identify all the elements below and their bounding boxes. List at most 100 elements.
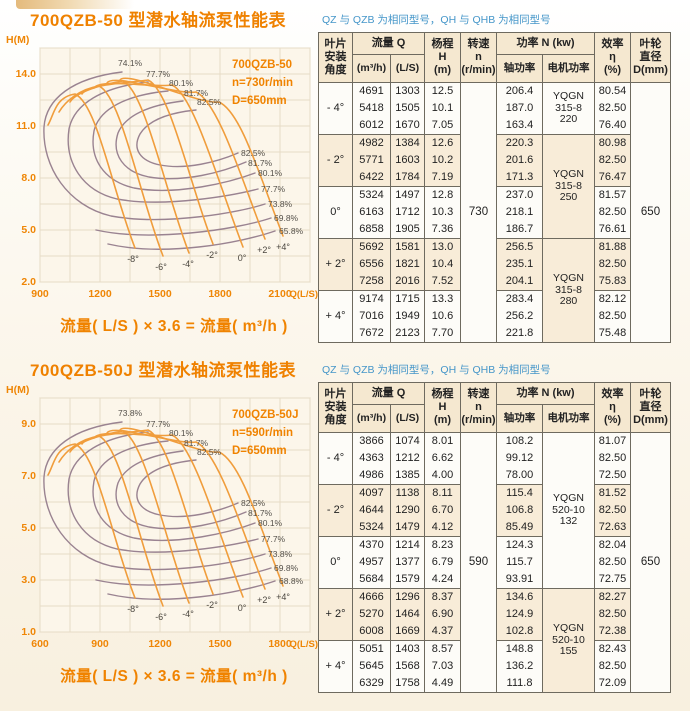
header-efficiency: 效率 η (%) (594, 32, 631, 83)
efficiency-label: 80.1% (169, 78, 194, 88)
table-cell: 1581 (390, 238, 425, 256)
table-cell: 78.00 (496, 467, 543, 485)
table-cell: 10.1 (424, 100, 461, 117)
efficiency-label: 77.7% (261, 184, 286, 194)
header-blade-angle: 叶片 安装 角度 (318, 382, 353, 433)
table-cell: 82.50 (594, 100, 631, 117)
table-cell: 10.2 (424, 152, 461, 169)
header-diameter: 叶轮 直径 D(mm) (630, 32, 671, 83)
header-head: 杨程 H (m) (424, 382, 461, 433)
table-cell: 5324 (352, 186, 391, 204)
table-cell: 81.88 (594, 238, 631, 256)
table-cell: 187.0 (496, 100, 543, 117)
table-cell: 4.00 (424, 467, 461, 485)
header-flow: 流量 Q (352, 32, 425, 55)
table-cell: 4370 (352, 536, 391, 554)
header-power: 功率 N (kw) (496, 32, 595, 55)
header-flow: 流量 Q (352, 382, 425, 405)
table-cell: 650 (630, 432, 671, 693)
y-axis-label: H(M) (6, 34, 29, 46)
table-cell: YQGN 315-8 280 (542, 238, 595, 343)
y-axis-tick-label: 7.0 (21, 470, 36, 482)
table-header-row: 叶片 安装 角度 流量 Q 杨程 H (m) 转速 n (r/min) 功率 N… (318, 382, 671, 433)
angle-label: -6° (155, 262, 167, 272)
x-axis-tick-label: 1200 (148, 638, 172, 650)
table-cell: 13.3 (424, 290, 461, 308)
table-cell: - 4° (318, 82, 353, 135)
header-efficiency: 效率 η (%) (594, 382, 631, 433)
table-cell: 1568 (390, 658, 425, 675)
table-cell: 12.8 (424, 186, 461, 204)
x-axis-tick-label: 1800 (208, 288, 232, 300)
table-cell: 1949 (390, 308, 425, 325)
header-blade-angle: 叶片 安装 角度 (318, 32, 353, 83)
table-cell: 82.50 (594, 450, 631, 467)
table-subheader-row: (m³/h) (L/S) 轴功率 电机功率 (319, 54, 671, 83)
chart-area: 14.0 11.0 8.0 5.0 2.0 900 1200 1500 1800 2100 Q(L/… (2, 30, 320, 336)
header-flow-ls: (L/S) (390, 54, 425, 83)
table-cell: 10.4 (424, 256, 461, 273)
table-cell: 8.11 (424, 484, 461, 502)
angle-label: +2° (257, 245, 271, 255)
table-cell: 80.54 (594, 82, 631, 100)
x-axis-unit-label: Q(L/S) (290, 639, 319, 650)
table-row: 5418 1505 10.1 187.0 82.50 (319, 100, 671, 117)
table-cell: YQGN 520-10 132 (542, 432, 595, 589)
table-cell: 1579 (390, 571, 425, 589)
table-cell: 1385 (390, 467, 425, 485)
table-cell: 111.8 (496, 675, 543, 693)
table-cell: 5645 (352, 658, 391, 675)
table-subheader-row: (m³/h) (L/S) 轴功率 电机功率 (319, 404, 671, 433)
table-cell: 590 (460, 432, 497, 693)
table-cell: 7.19 (424, 169, 461, 187)
header-power: 功率 N (kw) (496, 382, 595, 405)
x-axis-tick-label: 1800 (268, 638, 292, 650)
header-speed: 转速 n (r/min) (460, 382, 497, 433)
table-cell: 12.6 (424, 134, 461, 152)
efficiency-contour-curve (136, 109, 239, 168)
table-cell: 3866 (352, 432, 391, 450)
efficiency-label: 65.8% (279, 226, 304, 236)
table-cell: 7672 (352, 325, 391, 343)
efficiency-label: 80.1% (258, 168, 283, 178)
y-axis-tick-label: 5.0 (21, 224, 36, 236)
y-axis-tick-label: 5.0 (21, 522, 36, 534)
table-cell: 5684 (352, 571, 391, 589)
table-cell: - 2° (318, 134, 353, 187)
y-axis-tick-label: 1.0 (21, 626, 36, 638)
table-cell: 76.47 (594, 169, 631, 187)
header-flow-m3h: (m³/h) (352, 404, 391, 433)
table-cell: 2123 (390, 325, 425, 343)
table-cell: 12.5 (424, 82, 461, 100)
table-cell: 82.27 (594, 588, 631, 606)
table-row: - 4° 3866 1074 8.01 590 108.2 YQGN 520-10 132 8… (318, 432, 671, 693)
table-cell: 730 (460, 82, 497, 343)
performance-table-700qzb-50j: 叶片 安装 角度 流量 Q 杨程 H (m) 转速 n (r/min) 功率 N… (318, 382, 671, 693)
table-cell: 1670 (390, 117, 425, 135)
x-axis-tick-label: 1500 (148, 288, 172, 300)
table-cell: 10.3 (424, 204, 461, 221)
table-cell: 7016 (352, 308, 391, 325)
table-cell: 4097 (352, 484, 391, 502)
table-cell: 115.4 (496, 484, 543, 502)
table-cell: 6.90 (424, 606, 461, 623)
pump-curve (58, 85, 164, 257)
y-axis-tick-label: 2.0 (21, 276, 36, 288)
section-700qzb-50j: 700QZB-50J 型潜水轴流泵性能表 QZ 与 QZB 为相同型号，QH 与… (0, 354, 690, 706)
table-row: 4957 1377 6.79 115.7 82.50 (319, 554, 671, 571)
table-cell: 7.36 (424, 221, 461, 239)
efficiency-label: 73.8% (268, 549, 293, 559)
y-axis-tick-label: 8.0 (21, 172, 36, 184)
model-note: QZ 与 QZB 为相同型号，QH 与 QHB 为相同型号 (322, 14, 551, 26)
table-cell: - 4° (318, 432, 353, 485)
table-cell: 4.49 (424, 675, 461, 693)
table-row: 5645 1568 7.03 136.2 82.50 (319, 658, 671, 675)
table-cell: 1290 (390, 502, 425, 519)
header-motor-power: 电机功率 (542, 404, 595, 433)
table-cell: + 4° (318, 640, 353, 693)
table-cell: 6012 (352, 117, 391, 135)
table-cell: 1712 (390, 204, 425, 221)
table-cell: 4986 (352, 467, 391, 485)
table-cell: 256.2 (496, 308, 543, 325)
